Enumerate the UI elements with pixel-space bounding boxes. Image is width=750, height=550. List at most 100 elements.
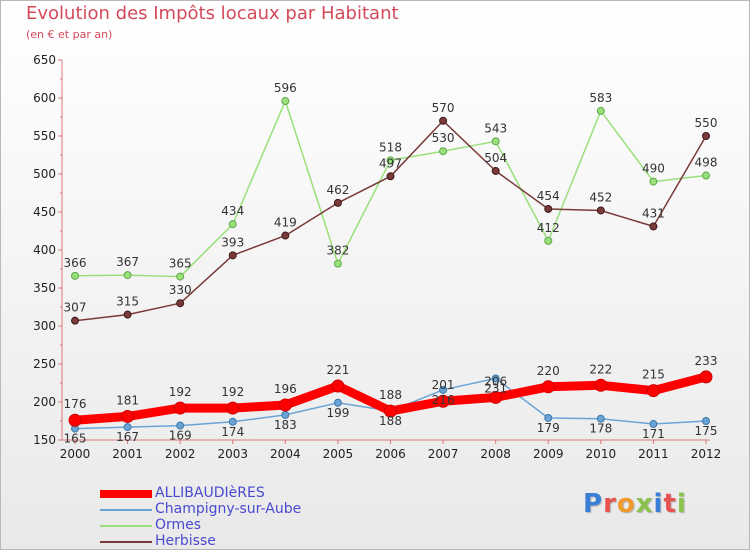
data-label: 393: [221, 235, 244, 249]
data-label: 434: [221, 204, 244, 218]
data-point: [123, 423, 132, 432]
data-point: [596, 106, 605, 115]
data-label: 175: [695, 424, 718, 438]
data-point: [176, 272, 185, 281]
chart-title: Evolution des Impôts locaux par Habitant: [26, 3, 399, 24]
chart-subtitle: (en € et par an): [26, 28, 113, 41]
data-label: 543: [484, 121, 507, 135]
data-point: [436, 394, 450, 408]
data-point: [489, 390, 503, 404]
data-label: 518: [379, 140, 402, 154]
y-tick-label: 350: [33, 281, 56, 295]
x-tick-label: 2005: [323, 447, 354, 461]
y-tick-label: 650: [33, 53, 56, 67]
data-label: 431: [642, 206, 665, 220]
logo-letter: i: [676, 489, 687, 519]
data-label: 382: [326, 244, 349, 258]
data-label: 462: [326, 183, 349, 197]
y-tick-label: 450: [33, 205, 56, 219]
data-label: 367: [116, 255, 139, 269]
data-point: [544, 204, 553, 213]
data-label: 167: [116, 430, 139, 444]
chart-axes: 150 200 250 300 350 400 450 500 550 600 650 2000 200…: [33, 53, 721, 461]
x-tick-label: 2000: [60, 447, 91, 461]
data-point: [596, 414, 605, 423]
data-point: [646, 384, 660, 398]
data-point: [384, 404, 397, 418]
y-tick-label: 550: [33, 129, 56, 143]
y-tick-label: 250: [33, 357, 56, 371]
data-point: [544, 413, 553, 422]
data-point: [333, 198, 342, 207]
data-label: 221: [326, 363, 349, 377]
y-tick-label: 600: [33, 91, 56, 105]
x-tick-label: 2008: [480, 447, 511, 461]
data-label: 178: [589, 422, 612, 436]
logo-letter: x: [635, 489, 654, 519]
data-point: [278, 398, 292, 412]
data-label: 192: [221, 385, 244, 399]
y-tick-label: 500: [33, 167, 56, 181]
data-label: 307: [64, 301, 87, 315]
x-tick-label: 2004: [270, 447, 301, 461]
data-label: 231: [484, 381, 507, 395]
data-label: 315: [116, 295, 139, 309]
data-label: 530: [432, 131, 455, 145]
x-tick-label: 2007: [428, 447, 459, 461]
x-tick-label: 2003: [217, 447, 248, 461]
data-point: [123, 271, 132, 280]
data-label: 174: [221, 425, 244, 439]
data-label: 504: [484, 151, 507, 165]
data-point: [173, 401, 187, 415]
x-tick-label: 2010: [586, 447, 617, 461]
y-tick-label: 400: [33, 243, 56, 257]
data-point: [439, 385, 448, 394]
data-point: [228, 251, 237, 260]
data-label: 366: [64, 256, 87, 270]
data-point: [68, 413, 82, 427]
data-point: [71, 316, 79, 325]
data-label: 330: [169, 283, 192, 297]
data-label: 215: [642, 368, 665, 382]
data-point: [541, 380, 555, 394]
data-point: [281, 97, 290, 106]
x-tick-label: 2011: [638, 447, 669, 461]
legend-swatch: [100, 541, 152, 543]
data-point: [333, 259, 342, 268]
data-point: [228, 417, 237, 426]
data-point: [596, 206, 605, 215]
data-point: [71, 271, 79, 280]
legend-label: Herbisse: [155, 533, 216, 549]
data-point: [121, 409, 135, 423]
legend-swatch: [100, 490, 152, 498]
data-label: 199: [326, 406, 349, 420]
x-tick-label: 2006: [375, 447, 406, 461]
legend-label: Champigny-sur-Aube: [155, 501, 302, 517]
data-label: 222: [589, 362, 612, 376]
data-point: [491, 166, 500, 175]
data-label: 216: [432, 393, 455, 407]
data-point: [386, 172, 395, 181]
data-point: [544, 236, 553, 245]
data-label: 452: [589, 190, 612, 204]
data-label: 181: [116, 393, 139, 407]
data-point: [702, 417, 710, 425]
data-point: [594, 378, 608, 392]
data-point: [491, 137, 500, 146]
data-label: 583: [589, 91, 612, 105]
data-point: [176, 299, 185, 308]
data-point: [439, 147, 448, 156]
data-point: [649, 177, 658, 186]
data-label: 550: [695, 116, 718, 130]
data-point: [228, 220, 237, 229]
data-point: [649, 222, 658, 231]
data-label: 179: [537, 421, 560, 435]
data-label: 176: [64, 397, 87, 411]
logo-letter: o: [616, 489, 636, 519]
logo-letter: P: [583, 489, 604, 519]
data-label: 490: [642, 162, 665, 176]
data-point: [176, 421, 185, 430]
data-point: [123, 310, 132, 319]
data-point: [699, 370, 713, 384]
